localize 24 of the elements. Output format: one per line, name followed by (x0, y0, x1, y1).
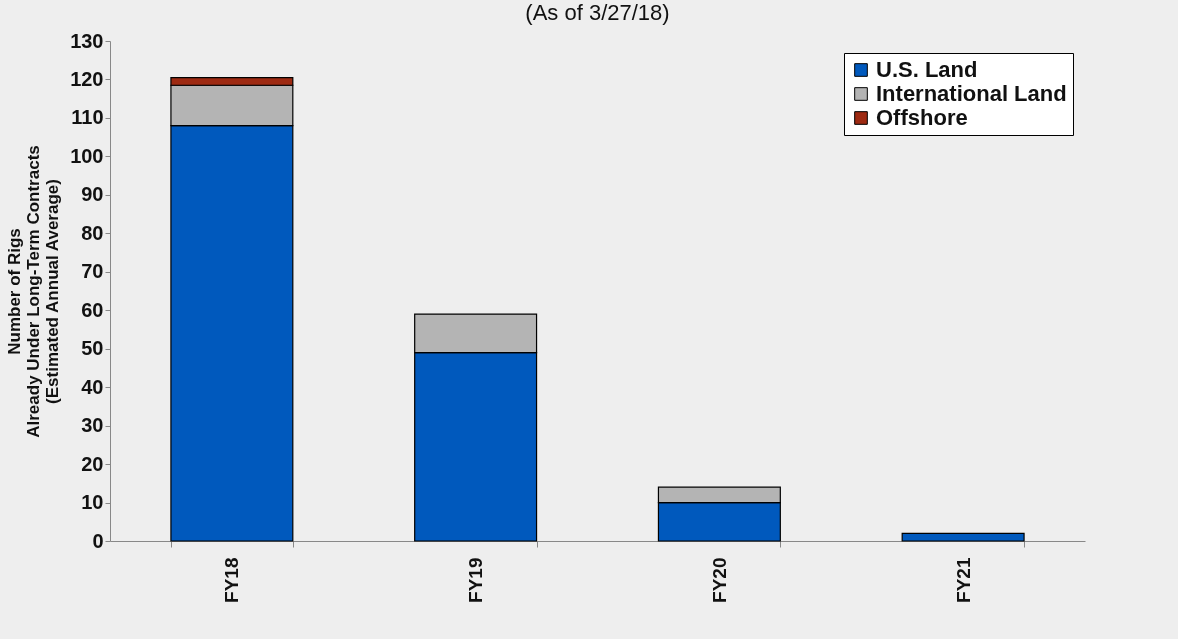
y-tick-label: 100 (70, 144, 104, 167)
x-tick-label: FY20 (708, 557, 730, 603)
y-tick-label: 110 (71, 106, 104, 129)
y-tick-label: 0 (92, 529, 104, 552)
y-tick-label: 10 (81, 491, 104, 514)
legend-label: Offshore (876, 105, 968, 130)
chart-title: (As of 3/27/18) (525, 0, 670, 25)
y-tick-label: 50 (81, 337, 104, 360)
y-tick-label: 130 (70, 29, 104, 52)
y-tick-label: 80 (81, 221, 104, 244)
y-tick-label: 40 (81, 375, 104, 398)
x-tick-label: FY19 (465, 557, 487, 603)
y-tick-label: 90 (81, 183, 104, 206)
y-tick-label: 30 (81, 414, 104, 437)
y-tick-label: 120 (70, 67, 104, 90)
y-axis-title: Number of Rigs Already Under Long-Term Contracts (Estimated Annual Average) (5, 145, 63, 438)
y-tick-label: 70 (81, 260, 104, 283)
y-tick-label: 60 (81, 298, 104, 321)
bar (901, 532, 1025, 542)
y-tick-label: 20 (81, 452, 104, 475)
x-tick-label: FY21 (952, 557, 974, 603)
legend-label: U.S. Land (876, 57, 978, 82)
legend-label: International Land (876, 81, 1067, 106)
x-tick-label: FY18 (221, 557, 243, 603)
